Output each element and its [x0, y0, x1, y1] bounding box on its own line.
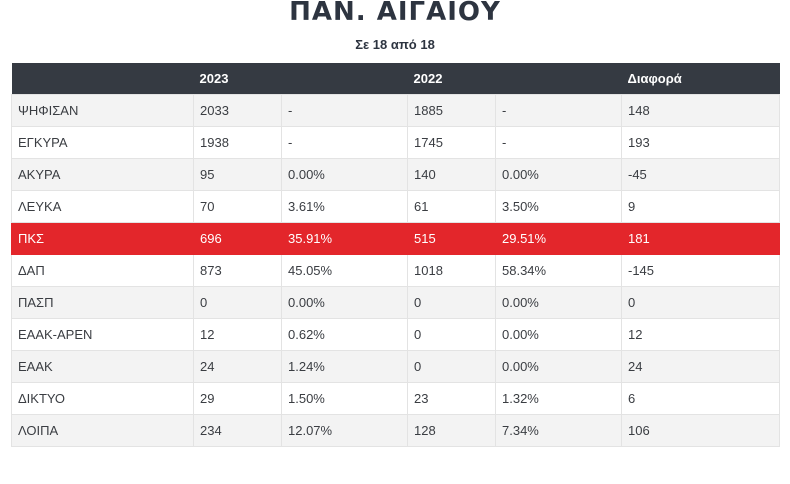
value-2022: 61: [407, 190, 496, 223]
header-2022: 2022: [407, 63, 496, 95]
header-2022-percent: [495, 63, 622, 95]
table-row: ΛΟΙΠΑ 234 12.07% 128 7.34% 106: [11, 414, 780, 447]
table-row: ΔΑΠ 873 45.05% 1018 58.34% -145: [11, 254, 780, 287]
table-header-row: 2023 2022 Διαφορά: [11, 63, 780, 95]
row-label: ΔΑΠ: [11, 254, 194, 287]
value-2022: 0: [407, 350, 496, 383]
row-label: ΠΑΣΠ: [11, 286, 194, 319]
value-2022: 128: [407, 414, 496, 447]
row-label: ΛΕΥΚΑ: [11, 190, 194, 223]
percent-2022: -: [495, 126, 622, 159]
difference-value: 148: [621, 94, 780, 127]
value-2022: 1745: [407, 126, 496, 159]
percent-2022: 0.00%: [495, 286, 622, 319]
value-2023: 2033: [193, 94, 282, 127]
percent-2022: 0.00%: [495, 158, 622, 191]
difference-value: 6: [621, 382, 780, 415]
row-label: ΔΙΚΤΥΟ: [11, 382, 194, 415]
difference-value: -45: [621, 158, 780, 191]
row-label: ΕΑΑΚ-ΑΡΕΝ: [11, 318, 194, 351]
percent-2023: 35.91%: [281, 222, 408, 255]
percent-2023: 1.24%: [281, 350, 408, 383]
difference-value: 193: [621, 126, 780, 159]
percent-2022: 0.00%: [495, 350, 622, 383]
page-subtitle: Σε 18 από 18: [355, 37, 435, 52]
difference-value: -145: [621, 254, 780, 287]
value-2023: 0: [193, 286, 282, 319]
percent-2023: 3.61%: [281, 190, 408, 223]
percent-2022: -: [495, 94, 622, 127]
percent-2023: 45.05%: [281, 254, 408, 287]
table-row: ΑΚΥΡΑ 95 0.00% 140 0.00% -45: [11, 158, 780, 191]
header-difference: Διαφορά: [621, 63, 780, 95]
percent-2023: -: [281, 126, 408, 159]
header-2023: 2023: [193, 63, 282, 95]
percent-2023: 0.00%: [281, 286, 408, 319]
table-row: ΔΙΚΤΥΟ 29 1.50% 23 1.32% 6: [11, 382, 780, 415]
value-2023: 234: [193, 414, 282, 447]
value-2023: 24: [193, 350, 282, 383]
row-label: ΠΚΣ: [11, 222, 194, 255]
percent-2022: 58.34%: [495, 254, 622, 287]
value-2022: 1885: [407, 94, 496, 127]
value-2022: 140: [407, 158, 496, 191]
table-body: ΨΗΦΙΣΑΝ 2033-1885-148 ΕΓΚΥΡΑ 1938-1745-193 Α…: [11, 94, 780, 447]
difference-value: 181: [621, 222, 780, 255]
percent-2023: 12.07%: [281, 414, 408, 447]
row-label: ΕΑΑΚ: [11, 350, 194, 383]
value-2023: 1938: [193, 126, 282, 159]
results-table: 2023 2022 Διαφορά ΨΗΦΙΣΑΝ 2033-1885-148 ΕΓ…: [11, 63, 780, 447]
row-label: ΕΓΚΥΡΑ: [11, 126, 194, 159]
difference-value: 12: [621, 318, 780, 351]
value-2022: 1018: [407, 254, 496, 287]
table-row: ΨΗΦΙΣΑΝ 2033-1885-148: [11, 94, 780, 127]
difference-value: 0: [621, 286, 780, 319]
value-2023: 696: [193, 222, 282, 255]
percent-2022: 1.32%: [495, 382, 622, 415]
value-2023: 70: [193, 190, 282, 223]
page-title: ΠΑΝ. ΑΙΓΑΙΟΥ: [289, 0, 501, 27]
percent-2023: -: [281, 94, 408, 127]
percent-2023: 1.50%: [281, 382, 408, 415]
percent-2023: 0.62%: [281, 318, 408, 351]
percent-2023: 0.00%: [281, 158, 408, 191]
difference-value: 106: [621, 414, 780, 447]
header-2023-percent: [281, 63, 408, 95]
table-row: ΠΑΣΠ 0 0.00% 0 0.00% 0: [11, 286, 780, 319]
row-label: ΑΚΥΡΑ: [11, 158, 194, 191]
percent-2022: 29.51%: [495, 222, 622, 255]
value-2022: 0: [407, 318, 496, 351]
value-2023: 29: [193, 382, 282, 415]
table-row: ΕΑΑΚ 24 1.24% 0 0.00% 24: [11, 350, 780, 383]
difference-value: 24: [621, 350, 780, 383]
value-2023: 95: [193, 158, 282, 191]
percent-2022: 3.50%: [495, 190, 622, 223]
value-2022: 0: [407, 286, 496, 319]
difference-value: 9: [621, 190, 780, 223]
row-label: ΨΗΦΙΣΑΝ: [11, 94, 194, 127]
table-row: ΕΑΑΚ-ΑΡΕΝ 12 0.62% 0 0.00% 12: [11, 318, 780, 351]
row-label: ΛΟΙΠΑ: [11, 414, 194, 447]
header-label-column: [11, 63, 194, 95]
value-2022: 23: [407, 382, 496, 415]
value-2023: 12: [193, 318, 282, 351]
percent-2022: 7.34%: [495, 414, 622, 447]
percent-2022: 0.00%: [495, 318, 622, 351]
table-row: ΛΕΥΚΑ 70 3.61% 61 3.50% 9: [11, 190, 780, 223]
table-row: ΕΓΚΥΡΑ 1938-1745-193: [11, 126, 780, 159]
value-2023: 873: [193, 254, 282, 287]
table-row: ΠΚΣ 696 35.91% 515 29.51% 181: [11, 222, 780, 255]
value-2022: 515: [407, 222, 496, 255]
